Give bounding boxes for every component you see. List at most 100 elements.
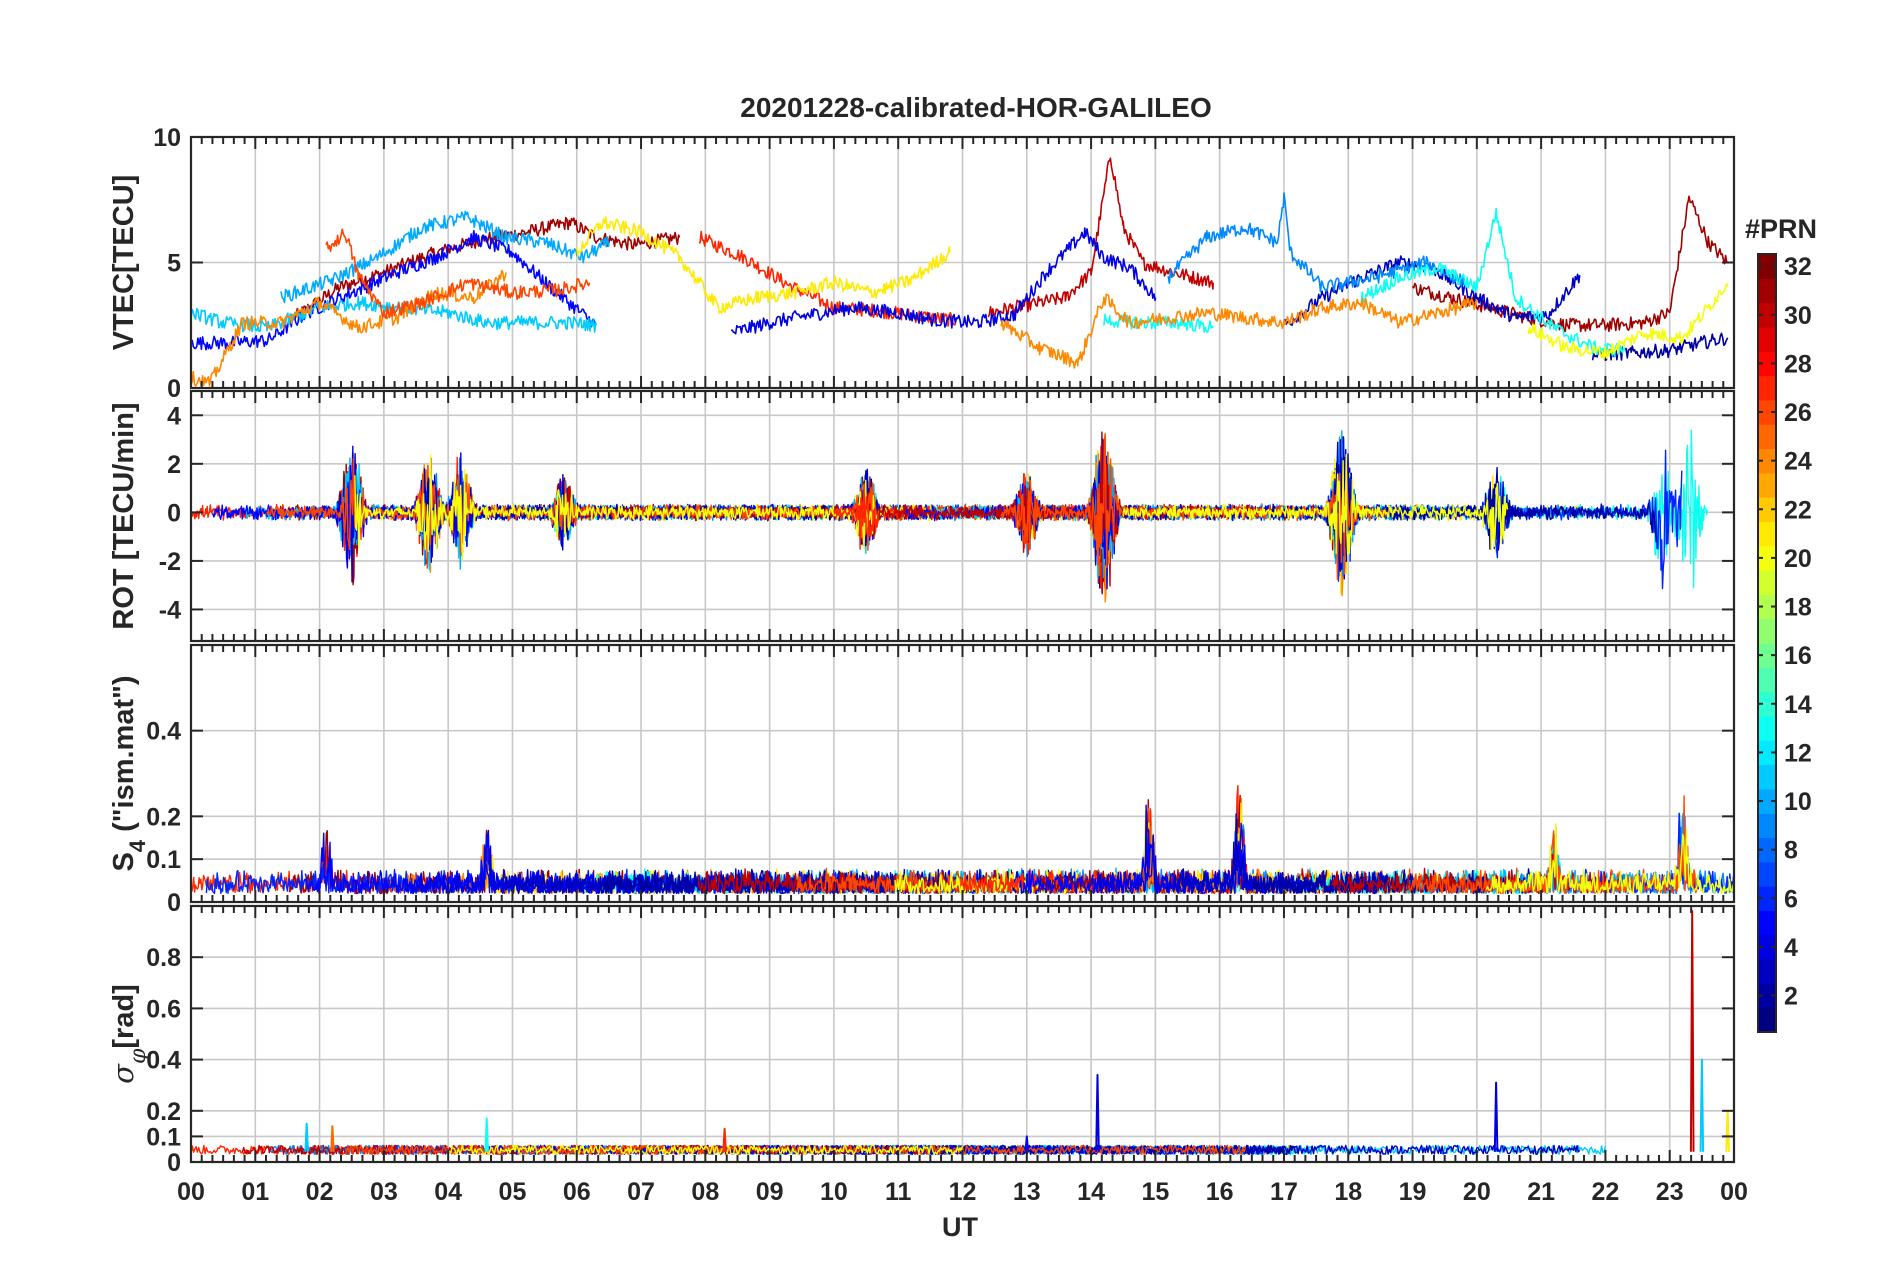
vtec-series-prn-10 xyxy=(280,210,610,304)
colorbar-tick-label: 14 xyxy=(1784,691,1812,719)
vtec-series-prn-13 xyxy=(1103,313,1214,333)
colorbar-band xyxy=(1758,959,1776,984)
colorbar-tick-label: 18 xyxy=(1784,594,1812,622)
vtec-series-prn-4 xyxy=(731,227,1157,335)
sigma-spike-prn-13 xyxy=(484,1117,489,1152)
panel-rot: -4 -2 0 2 4 ROT [TECU/min] xyxy=(108,389,1736,643)
plot-traces xyxy=(191,910,1730,1156)
colorbar-band xyxy=(1758,326,1776,352)
y-tick-label: 5 xyxy=(167,250,181,278)
x-tick-label: 04 xyxy=(434,1178,462,1206)
x-tick-label: 00 xyxy=(177,1178,205,1206)
y-label-rest: ("ism.mat") xyxy=(108,675,140,839)
x-axis-label: UT xyxy=(942,1212,978,1242)
x-tick-label: 14 xyxy=(1077,1178,1105,1206)
colorbar-band xyxy=(1758,983,1776,1009)
x-tick-label: 19 xyxy=(1399,1178,1427,1206)
colorbar-band xyxy=(1758,545,1776,571)
y-label-rest: [rad] xyxy=(108,984,140,1048)
x-tick-label: 00 xyxy=(1720,1178,1748,1206)
colorbar-tick-label: 16 xyxy=(1784,642,1812,670)
colorbar-band xyxy=(1758,813,1776,839)
y-axis-label: VTEC[TECU] xyxy=(108,175,140,351)
x-tick-label: 21 xyxy=(1527,1178,1555,1206)
sigma-series-prn-20 xyxy=(447,1144,964,1156)
vtec-series-prn-26 xyxy=(325,228,591,319)
colorbar-band xyxy=(1758,375,1776,401)
sigma-spike-prn-30 xyxy=(1689,910,1695,1152)
x-tick-label: 07 xyxy=(627,1178,655,1206)
plot-traces xyxy=(191,429,1709,603)
colorbar-band xyxy=(1758,497,1776,523)
y-label-main: S xyxy=(108,852,140,871)
x-tick-label: 09 xyxy=(756,1178,784,1206)
vtec-series-prn-21 xyxy=(576,216,951,315)
sigma-spike-prn-11 xyxy=(1699,1058,1705,1152)
colorbar-band xyxy=(1758,667,1776,693)
colorbar-tick-label: 32 xyxy=(1784,253,1812,281)
y-tick-label: 0.1 xyxy=(146,1123,181,1151)
colorbar-band xyxy=(1758,934,1776,960)
y-tick-label: 0 xyxy=(167,1149,181,1177)
y-label-sub: φ xyxy=(126,1048,151,1064)
colorbar-tick-label: 10 xyxy=(1784,788,1812,816)
y-tick-label: 0.6 xyxy=(146,995,181,1023)
colorbar-outline xyxy=(1757,253,1777,1033)
s4-series-prn-20 xyxy=(1485,823,1734,895)
sigma-spike-prn-11 xyxy=(304,1122,309,1152)
y-tick-label: -2 xyxy=(159,548,181,576)
y-tick-label: 4 xyxy=(167,402,181,430)
x-tick-label: 08 xyxy=(691,1178,719,1206)
s4-series-prn-4 xyxy=(402,845,661,894)
colorbar-band xyxy=(1758,764,1776,790)
colorbar-tick-label: 30 xyxy=(1784,302,1812,330)
y-axis-label: σφ[rad] xyxy=(106,984,151,1084)
x-tick-labels: 00 01 02 03 04 05 06 07 08 09 10 11 12 13 14 15 16 17 18 19… xyxy=(177,1178,1748,1206)
x-tick-label: 02 xyxy=(306,1178,334,1206)
y-tick-label: 0 xyxy=(167,375,181,403)
x-tick-label: 17 xyxy=(1270,1178,1298,1206)
colorbar-band xyxy=(1758,643,1776,668)
panel-sigma_phi: 00.10.2 0.4 0.6 0.8 σφ[rad] xyxy=(106,904,1736,1177)
y-tick-label: 2 xyxy=(167,451,181,479)
x-tick-label: 11 xyxy=(885,1178,912,1206)
colorbar-tick-label: 22 xyxy=(1784,496,1812,524)
colorbar-band xyxy=(1758,788,1776,814)
vtec-series-prn-20 xyxy=(1527,282,1729,361)
colorbar-band xyxy=(1758,472,1776,498)
y-tick-label: 0.2 xyxy=(146,1098,181,1126)
vtec-series-prn-5 xyxy=(191,230,597,351)
colorbar-band xyxy=(1758,570,1776,595)
colorbar-band xyxy=(1758,910,1776,936)
colorbar-tick-label: 8 xyxy=(1784,837,1798,865)
y-tick-label: 0 xyxy=(167,499,181,527)
colorbar-tick-label: 12 xyxy=(1784,739,1812,767)
y-tick-label: 0.2 xyxy=(146,803,181,831)
x-tick-label: 20 xyxy=(1463,1178,1491,1206)
colorbar-band xyxy=(1758,254,1776,279)
sigma-spike-prn-27 xyxy=(722,1127,727,1152)
vtec-series-prn-31 xyxy=(1411,195,1728,333)
x-tick-label: 06 xyxy=(563,1178,591,1206)
y-tick-label: 0 xyxy=(167,889,181,917)
x-tick-label: 15 xyxy=(1141,1178,1169,1206)
colorbar-tick-label: 26 xyxy=(1784,399,1812,427)
y-label-symbol: σ xyxy=(106,1063,140,1084)
plot-traces xyxy=(191,785,1734,895)
colorbar-band xyxy=(1758,399,1776,425)
colorbar-band xyxy=(1758,424,1776,450)
colorbar-band xyxy=(1758,837,1776,863)
colorbar-tick-label: 28 xyxy=(1784,350,1812,378)
y-tick-label: 0.1 xyxy=(146,846,181,874)
x-tick-label: 12 xyxy=(949,1178,977,1206)
y-tick-label: 0.4 xyxy=(146,1047,181,1075)
colorbar-band xyxy=(1758,1007,1776,1033)
x-tick-label: 10 xyxy=(820,1178,848,1206)
colorbar-band xyxy=(1758,278,1776,304)
x-tick-label: 16 xyxy=(1206,1178,1234,1206)
sigma-spike-prn-5 xyxy=(1024,1135,1030,1152)
colorbar-tick-label: 4 xyxy=(1784,934,1798,962)
